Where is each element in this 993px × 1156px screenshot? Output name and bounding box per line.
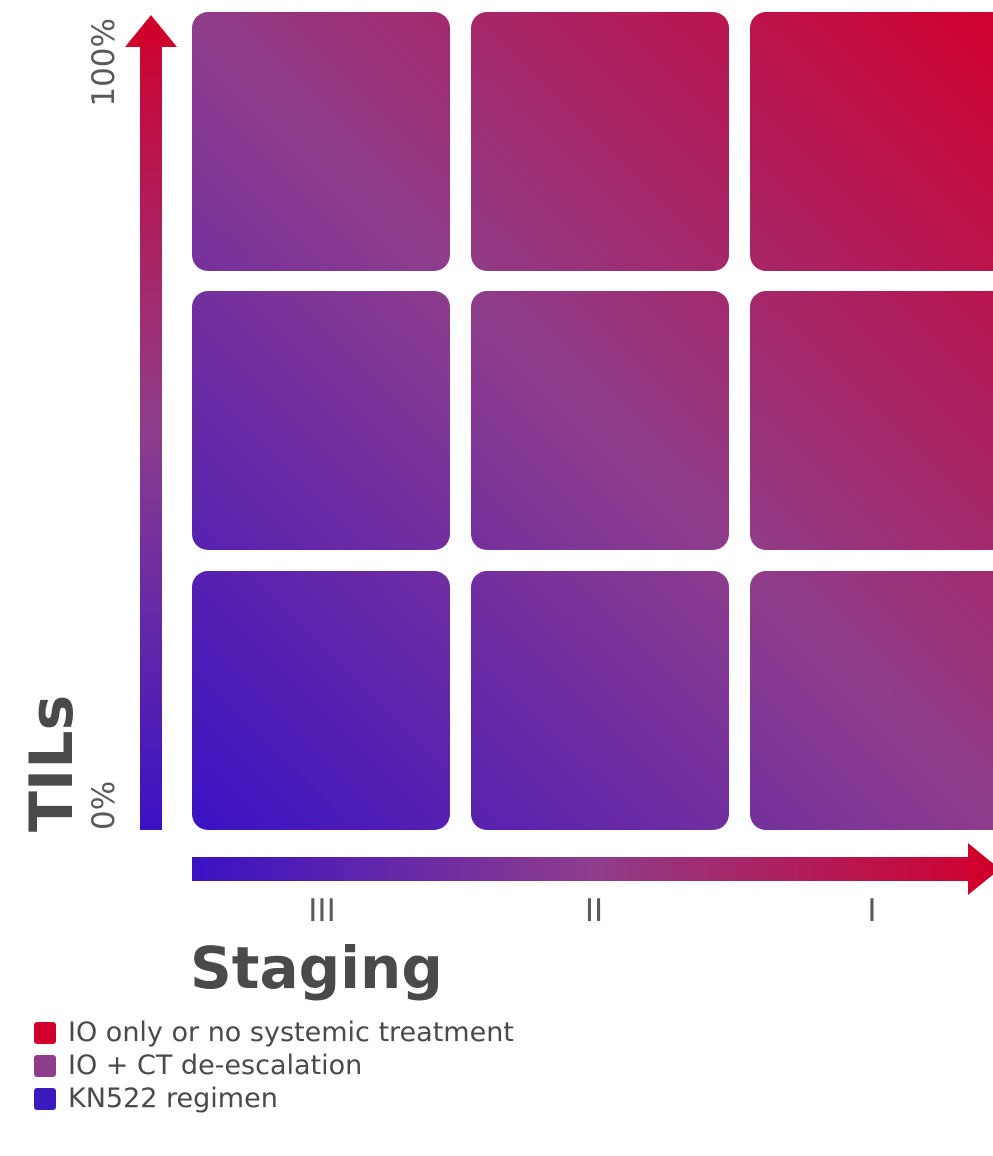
legend-label: IO + CT de-escalation xyxy=(68,1050,363,1081)
legend-item: IO + CT de-escalation xyxy=(34,1049,734,1082)
legend-label: KN522 regimen xyxy=(68,1083,278,1114)
legend-item: KN522 regimen xyxy=(34,1082,734,1115)
legend: IO only or no systemic treatment IO + CT … xyxy=(34,1016,734,1115)
matrix-cell-r1-c3 xyxy=(750,12,993,271)
x-axis-title: Staging xyxy=(190,934,443,1002)
matrix-cell-r3-c3 xyxy=(750,571,993,830)
matrix-cell-r3-c2 xyxy=(471,571,729,830)
x-tick-1: III xyxy=(308,893,335,929)
legend-label: IO only or no systemic treatment xyxy=(68,1017,514,1048)
x-tick-2: II xyxy=(585,893,603,929)
matrix-cell-r3-c1 xyxy=(192,571,450,830)
x-axis-ticks: III II I xyxy=(308,893,876,929)
matrix-cell-r1-c2 xyxy=(471,12,729,271)
matrix-cell-r2-c1 xyxy=(192,291,450,550)
matrix-cell-r1-c1 xyxy=(192,12,450,271)
y-axis-arrow xyxy=(125,15,177,830)
matrix-grid xyxy=(192,12,993,830)
x-tick-3: I xyxy=(867,893,876,929)
y-axis-top-label: 100% xyxy=(86,18,122,107)
y-axis-title: TILs xyxy=(17,695,87,832)
matrix-cell-r2-c3 xyxy=(750,291,993,550)
y-axis-bottom-label: 0% xyxy=(86,781,122,830)
matrix-cell-r2-c2 xyxy=(471,291,729,550)
x-axis-arrow xyxy=(192,843,993,895)
legend-swatch xyxy=(34,1087,56,1110)
legend-item: IO only or no systemic treatment xyxy=(34,1016,734,1049)
legend-swatch xyxy=(34,1054,56,1077)
legend-swatch xyxy=(34,1021,56,1044)
